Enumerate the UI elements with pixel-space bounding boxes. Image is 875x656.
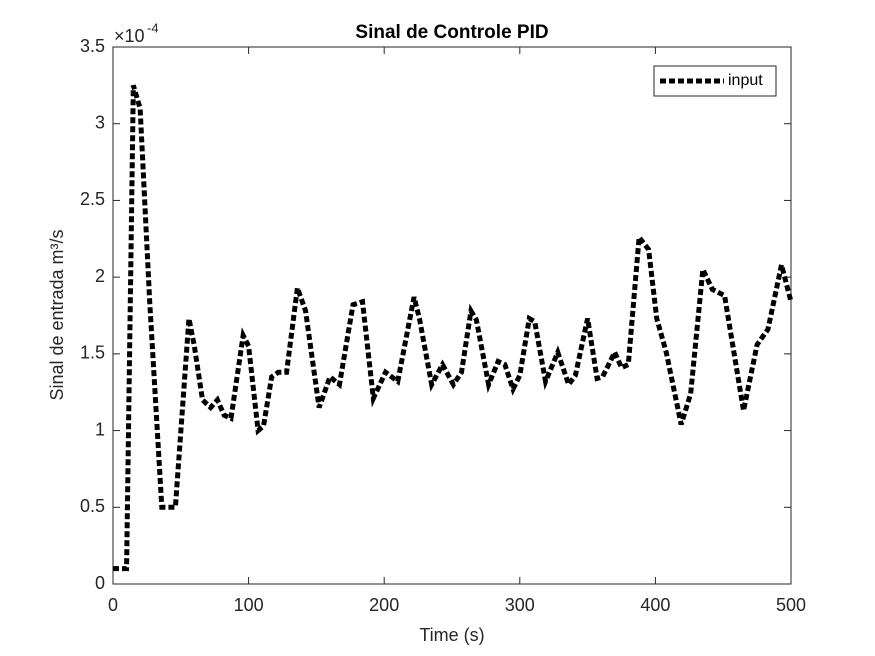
legend-label: input [728, 72, 763, 89]
x-tick-label: 0 [108, 595, 118, 615]
x-tick-label: 500 [776, 595, 806, 615]
data-line [113, 84, 794, 572]
x-tick-label: 300 [505, 595, 535, 615]
y-tick-label: 0 [95, 573, 105, 593]
plot-area [112, 46, 792, 585]
x-axis-label: Time (s) [419, 625, 484, 645]
y-tick-label: 2.5 [80, 189, 105, 209]
y-tick-label: 1.5 [80, 343, 105, 363]
chart-title: Sinal de Controle PID [355, 22, 548, 43]
y-tick-label: 3.5 [80, 36, 105, 56]
y-axis-label: Sinal de entrada m³/s [47, 229, 67, 400]
x-tick-label: 400 [640, 595, 670, 615]
y-multiplier-exponent: -4 [147, 20, 159, 35]
y-multiplier: ×10 [114, 26, 145, 46]
y-tick-label: 0.5 [80, 496, 105, 516]
y-tick-label: 3 [95, 112, 105, 132]
y-tick-label: 2 [95, 266, 105, 286]
y-tick-label: 1 [95, 419, 105, 439]
x-tick-label: 200 [369, 595, 399, 615]
x-tick-label: 100 [234, 595, 264, 615]
